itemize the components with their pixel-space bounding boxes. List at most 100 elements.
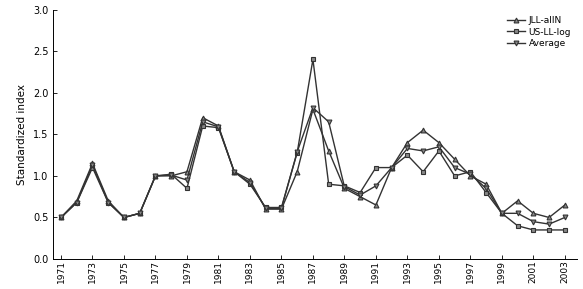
Average — [561, 216, 568, 219]
Average — [467, 173, 474, 176]
US-LL-log — [294, 151, 301, 154]
US-LL-log — [199, 124, 206, 128]
US-LL-log — [467, 170, 474, 173]
JLL-allN — [467, 174, 474, 178]
JLL-allN — [168, 174, 175, 178]
Average — [136, 212, 143, 215]
US-LL-log — [215, 126, 222, 129]
Average — [215, 125, 222, 129]
Average — [404, 147, 411, 150]
US-LL-log — [310, 58, 317, 61]
JLL-allN — [58, 216, 65, 219]
JLL-allN — [215, 124, 222, 128]
JLL-allN — [341, 187, 348, 190]
US-LL-log — [388, 166, 395, 169]
Average — [278, 207, 285, 210]
JLL-allN — [278, 208, 285, 211]
Average — [89, 163, 96, 167]
Average — [58, 216, 65, 219]
Average — [325, 120, 332, 124]
Average — [231, 170, 238, 173]
JLL-allN — [388, 166, 395, 169]
US-LL-log — [136, 212, 143, 215]
JLL-allN — [89, 162, 96, 165]
JLL-allN — [498, 212, 505, 215]
Average — [357, 193, 364, 197]
US-LL-log — [498, 212, 505, 215]
US-LL-log — [73, 201, 80, 204]
US-LL-log — [530, 228, 537, 232]
US-LL-log — [247, 182, 254, 186]
Average — [498, 212, 505, 215]
Average — [168, 173, 175, 177]
JLL-allN — [121, 216, 128, 219]
Y-axis label: Standardized index: Standardized index — [17, 84, 27, 185]
JLL-allN — [247, 178, 254, 182]
US-LL-log — [325, 182, 332, 186]
JLL-allN — [231, 170, 238, 173]
JLL-allN — [357, 195, 364, 199]
US-LL-log — [278, 206, 285, 209]
JLL-allN — [436, 141, 442, 144]
Line: JLL-allN: JLL-allN — [58, 107, 567, 220]
Average — [483, 187, 490, 190]
Average — [121, 216, 128, 219]
US-LL-log — [514, 224, 521, 227]
US-LL-log — [561, 228, 568, 232]
JLL-allN — [152, 174, 159, 178]
JLL-allN — [325, 149, 332, 153]
US-LL-log — [152, 174, 159, 178]
Average — [388, 166, 395, 169]
Average — [199, 120, 206, 124]
Average — [436, 145, 442, 149]
US-LL-log — [89, 166, 96, 169]
US-LL-log — [483, 191, 490, 194]
JLL-allN — [561, 203, 568, 207]
US-LL-log — [121, 216, 128, 219]
US-LL-log — [404, 153, 411, 157]
Average — [105, 201, 112, 204]
Line: Average: Average — [58, 105, 567, 227]
JLL-allN — [483, 182, 490, 186]
JLL-allN — [105, 199, 112, 203]
JLL-allN — [199, 116, 206, 119]
US-LL-log — [58, 216, 65, 219]
JLL-allN — [546, 216, 553, 219]
Average — [546, 223, 553, 226]
Average — [451, 166, 458, 169]
US-LL-log — [341, 184, 348, 188]
Average — [294, 150, 301, 153]
JLL-allN — [294, 170, 301, 173]
US-LL-log — [357, 191, 364, 194]
Average — [514, 212, 521, 215]
JLL-allN — [373, 203, 380, 207]
US-LL-log — [231, 170, 238, 173]
US-LL-log — [184, 187, 191, 190]
Average — [247, 181, 254, 184]
JLL-allN — [310, 108, 317, 111]
US-LL-log — [262, 206, 269, 209]
US-LL-log — [373, 166, 380, 169]
US-LL-log — [168, 173, 175, 176]
US-LL-log — [420, 170, 427, 173]
Average — [184, 178, 191, 182]
JLL-allN — [451, 158, 458, 161]
JLL-allN — [404, 141, 411, 144]
Average — [373, 184, 380, 188]
Line: US-LL-log: US-LL-log — [58, 57, 567, 232]
Average — [310, 106, 317, 110]
JLL-allN — [73, 199, 80, 203]
US-LL-log — [105, 201, 112, 204]
JLL-allN — [136, 212, 143, 215]
JLL-allN — [530, 212, 537, 215]
Average — [73, 201, 80, 204]
JLL-allN — [420, 128, 427, 132]
US-LL-log — [451, 174, 458, 178]
JLL-allN — [514, 199, 521, 203]
JLL-allN — [184, 170, 191, 173]
Average — [530, 220, 537, 223]
Average — [152, 174, 159, 178]
Average — [420, 149, 427, 153]
Average — [262, 207, 269, 210]
Average — [341, 185, 348, 188]
